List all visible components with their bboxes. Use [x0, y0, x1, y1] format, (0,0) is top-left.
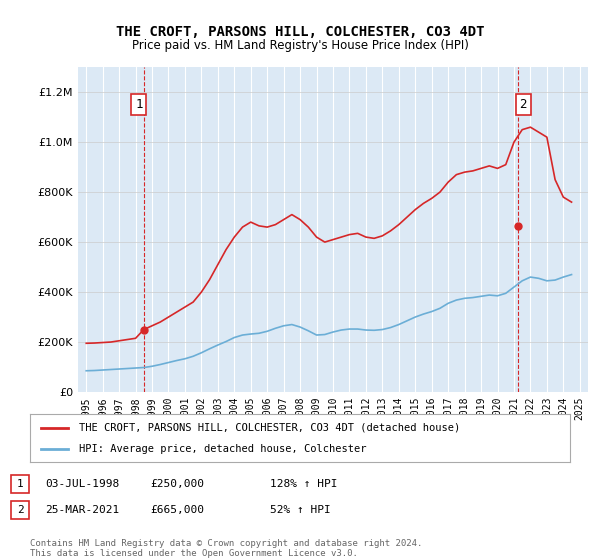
Text: 2: 2: [17, 505, 24, 515]
Text: THE CROFT, PARSONS HILL, COLCHESTER, CO3 4DT (detached house): THE CROFT, PARSONS HILL, COLCHESTER, CO3…: [79, 423, 460, 433]
Text: 25-MAR-2021: 25-MAR-2021: [45, 505, 119, 515]
Text: £665,000: £665,000: [150, 505, 204, 515]
Text: THE CROFT, PARSONS HILL, COLCHESTER, CO3 4DT: THE CROFT, PARSONS HILL, COLCHESTER, CO3…: [116, 25, 484, 39]
Text: 1: 1: [17, 479, 24, 489]
Text: £250,000: £250,000: [150, 479, 204, 489]
Text: Contains HM Land Registry data © Crown copyright and database right 2024.
This d: Contains HM Land Registry data © Crown c…: [30, 539, 422, 558]
Text: HPI: Average price, detached house, Colchester: HPI: Average price, detached house, Colc…: [79, 444, 366, 454]
Text: 128% ↑ HPI: 128% ↑ HPI: [270, 479, 337, 489]
Text: 03-JUL-1998: 03-JUL-1998: [45, 479, 119, 489]
Text: 52% ↑ HPI: 52% ↑ HPI: [270, 505, 331, 515]
Text: Price paid vs. HM Land Registry's House Price Index (HPI): Price paid vs. HM Land Registry's House …: [131, 39, 469, 52]
Text: 2: 2: [519, 98, 527, 111]
Text: 1: 1: [135, 98, 143, 111]
